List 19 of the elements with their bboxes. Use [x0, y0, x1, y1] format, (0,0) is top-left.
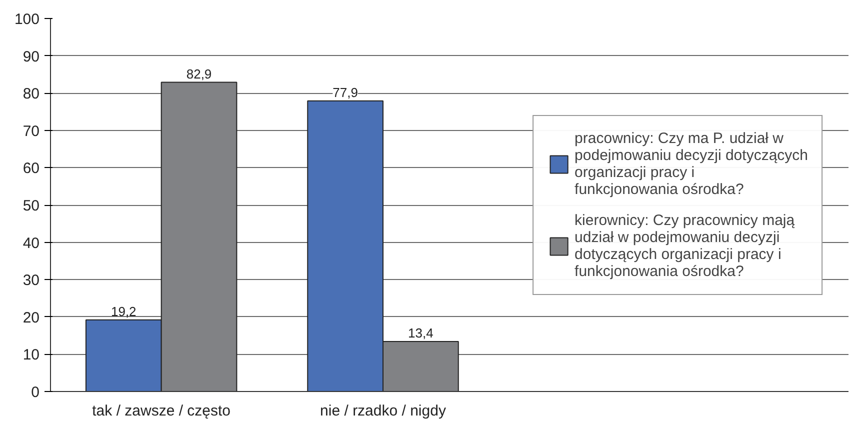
data-label: 13,4 — [408, 326, 434, 341]
y-tick-label: 10 — [22, 346, 40, 364]
y-tick-label: 90 — [22, 48, 40, 66]
y-tick-label: 60 — [22, 160, 40, 178]
data-label: 19,2 — [111, 304, 136, 319]
y-tick-label: 50 — [22, 198, 40, 214]
x-tick-label: tak / zawsze / często — [92, 402, 231, 420]
x-tick-label: nie / rzadko / nigdy — [320, 402, 446, 420]
y-tick-label: 40 — [22, 234, 40, 252]
data-label: 82,9 — [186, 66, 212, 82]
y-tick-label: 30 — [22, 272, 40, 290]
y-tick-label: 80 — [22, 86, 40, 103]
y-tick-label: 70 — [22, 122, 40, 140]
y-tick-label: 100 — [14, 11, 40, 28]
legend-label: kierownicy: Czy pracownicy mają udział w podejmowaniu decyzji dotyczących organizacji pracy i funkcjonowania ośrodka? — [574, 212, 795, 280]
y-tick-label: 0 — [31, 384, 40, 401]
data-label: 77,9 — [332, 84, 358, 100]
legend-label: pracownicy: Czy ma P. udział w podejmowaniu decyzji dotyczących organizacji pracy i funkcjonowania ośrodka? — [574, 130, 808, 198]
y-tick-label: 20 — [22, 309, 40, 326]
